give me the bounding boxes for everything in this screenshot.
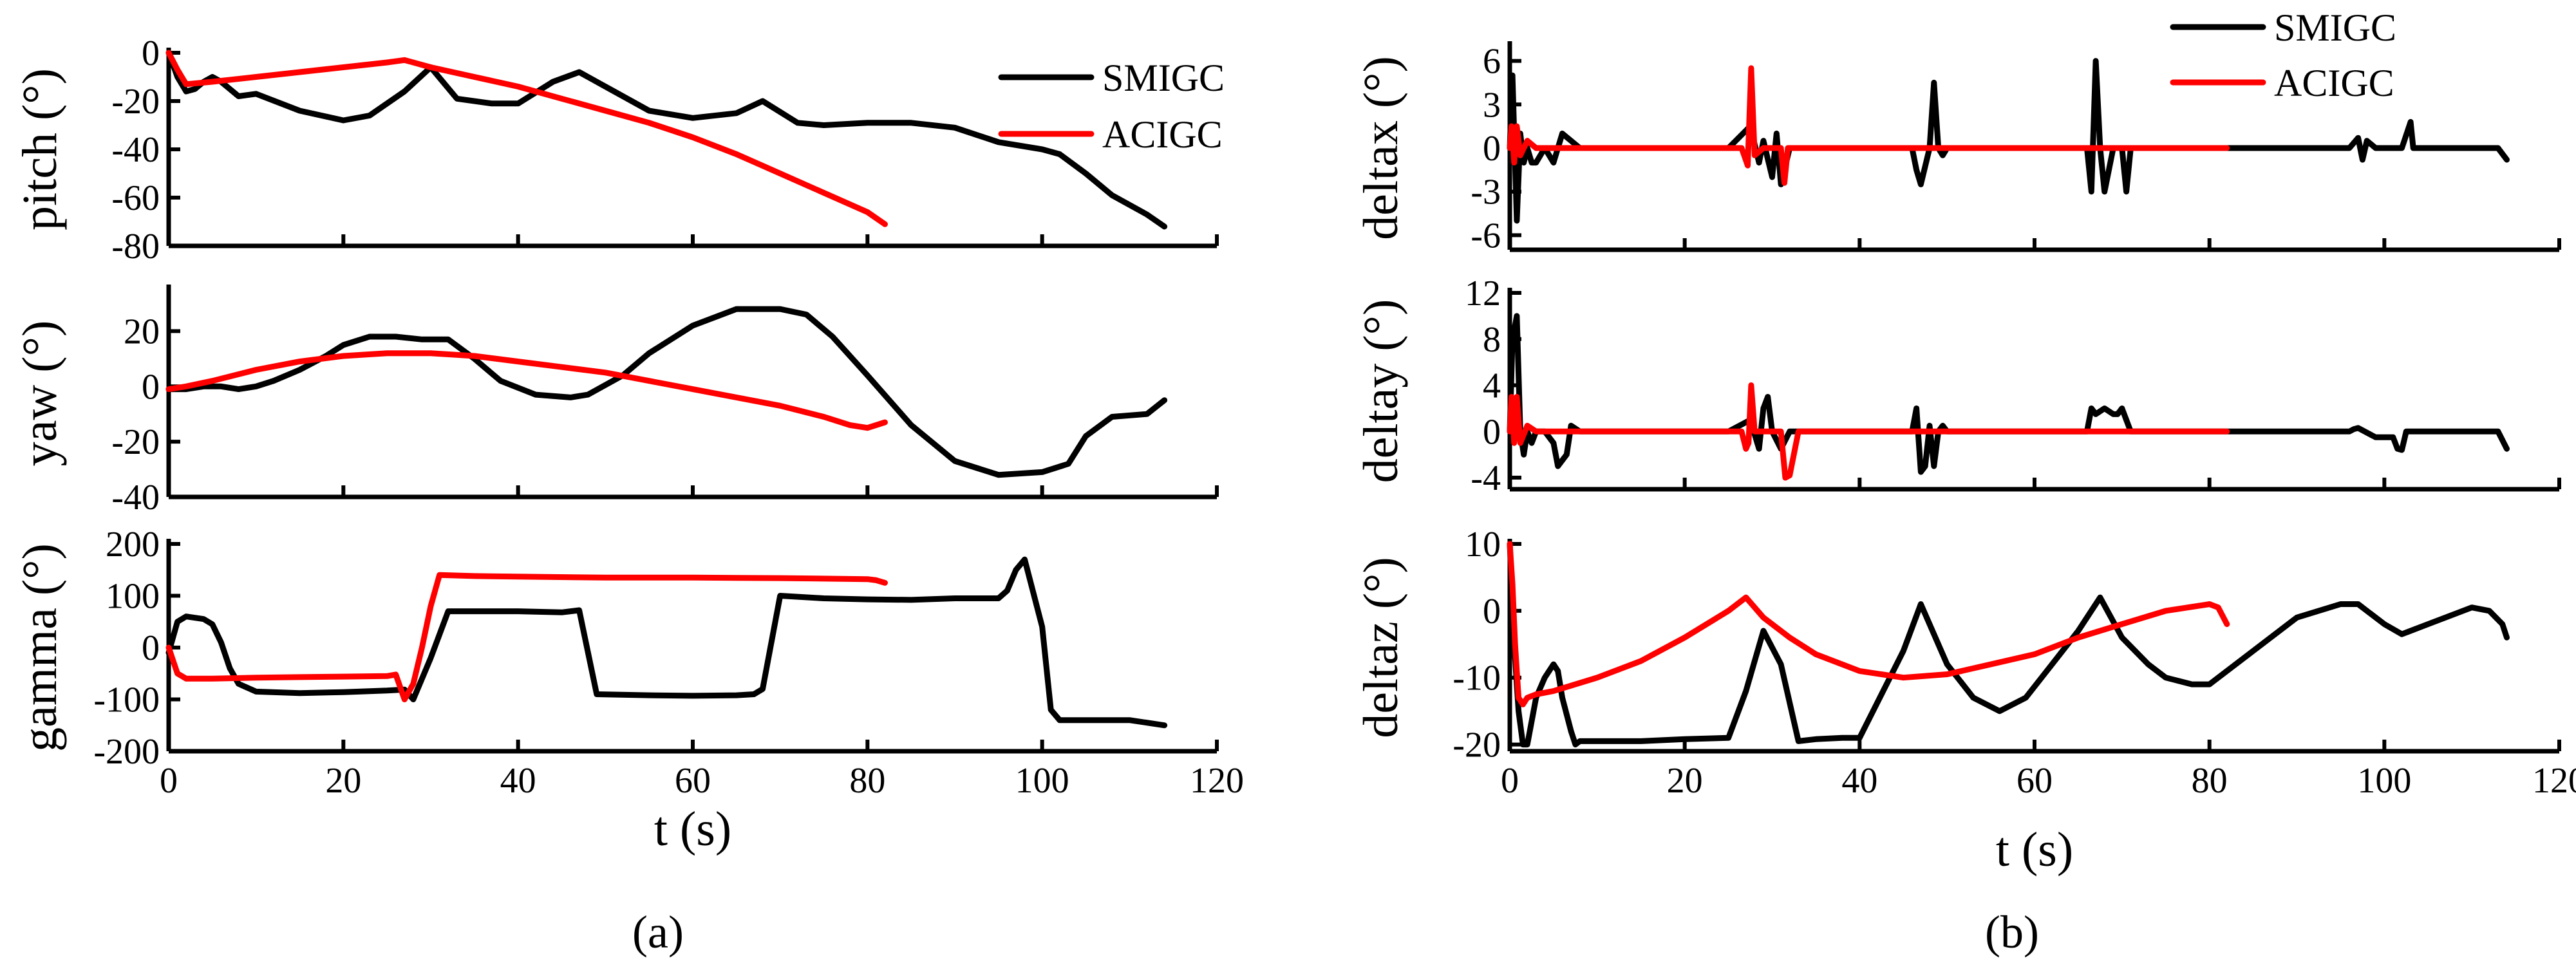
gamma-xtick-label: 100 xyxy=(1015,761,1069,801)
deltax-series-acigc xyxy=(1507,65,2230,186)
deltax-ytick-label: -6 xyxy=(1471,216,1501,256)
deltay-ytick-label: 8 xyxy=(1483,320,1501,360)
yaw-ytick-label: -40 xyxy=(111,478,160,518)
gamma-xtick-label: 20 xyxy=(325,761,361,801)
pitch-ytick-label: -60 xyxy=(111,178,160,218)
deltay-series-smigc xyxy=(1507,313,2510,475)
legend-a: SMIGC ACIGC xyxy=(998,57,1225,156)
legend-b-acigc-label: ACIGC xyxy=(2274,62,2394,104)
gamma-series-smigc xyxy=(165,556,1168,729)
deltaz-subplot: 100-10-20020406080100120deltaz (°)t (s) xyxy=(1354,525,2576,877)
deltaz-series-smigc xyxy=(1507,541,2510,748)
deltaz-xtick-label: 20 xyxy=(1667,761,1703,801)
gamma-xtick-label: 60 xyxy=(675,761,711,801)
deltaz-xlabel: t (s) xyxy=(1996,823,2073,877)
legend-a-smigc-label: SMIGC xyxy=(1102,57,1225,99)
pitch-ytick-label: -40 xyxy=(111,130,160,170)
deltax-subplot: 630 -3 -6 deltax (°) xyxy=(1354,41,2561,256)
deltay-ytick-label: 12 xyxy=(1465,274,1501,313)
deltay-ytick-label: 4 xyxy=(1483,366,1501,406)
gamma-xtick-label: 80 xyxy=(849,761,885,801)
gamma-xtick-label: 40 xyxy=(500,761,536,801)
deltaz-xtick-label: 80 xyxy=(2192,761,2228,801)
deltax-ytick-label: 6 xyxy=(1483,42,1501,82)
yaw-ytick-label: -20 xyxy=(111,422,160,462)
caption-b: (b) xyxy=(1985,906,2039,958)
deltaz-ytick-label: -20 xyxy=(1453,725,1501,765)
gamma-ytick-label: -100 xyxy=(93,680,160,720)
legend-b: SMIGC ACIGC xyxy=(2170,6,2396,104)
deltaz-ytick-label: 10 xyxy=(1465,525,1501,565)
deltax-ylabel: deltax (°) xyxy=(1354,56,1408,240)
gamma-ytick-label: -200 xyxy=(93,732,160,772)
deltax-ytick-label: 3 xyxy=(1483,85,1501,125)
pitch-ytick-label: 0 xyxy=(142,33,160,73)
deltay-ytick-label: -4 xyxy=(1471,458,1501,498)
yaw-ylabel: yaw (°) xyxy=(13,321,67,467)
gamma-ytick-label: 100 xyxy=(106,577,160,617)
yaw-series-smigc xyxy=(165,306,1168,478)
yaw-subplot: 20 0 -20 -40 yaw (°) xyxy=(13,285,1219,518)
gamma-ylabel: gamma (°) xyxy=(13,543,67,752)
yaw-ytick-label: 0 xyxy=(142,367,160,407)
deltaz-xtick-label: 100 xyxy=(2357,761,2411,801)
deltax-ytick-label: 0 xyxy=(1483,129,1501,169)
deltaz-ytick-label: 0 xyxy=(1483,592,1501,631)
deltay-series-acigc xyxy=(1507,382,2230,481)
deltaz-xtick-label: 60 xyxy=(2017,761,2053,801)
gamma-ytick-label: 0 xyxy=(142,628,160,668)
legend-a-acigc-label: ACIGC xyxy=(1102,113,1223,156)
deltaz-ytick-label: -10 xyxy=(1453,659,1501,698)
deltax-ytick-label: -3 xyxy=(1471,173,1501,212)
gamma-xlabel: t (s) xyxy=(654,802,731,856)
deltaz-xtick-label: 0 xyxy=(1501,761,1519,801)
deltaz-xtick-label: 40 xyxy=(1841,761,1877,801)
deltay-subplot: 12 8 4 0 -4 deltay (°) xyxy=(1354,274,2561,498)
deltaz-ylabel: deltaz (°) xyxy=(1354,557,1408,738)
gamma-series-acigc xyxy=(165,572,888,702)
deltaz-series-acigc xyxy=(1507,541,2230,707)
legend-b-smigc-label: SMIGC xyxy=(2274,6,2396,49)
pitch-ylabel: pitch (°) xyxy=(13,68,67,230)
gamma-xtick-label: 0 xyxy=(160,761,178,801)
gamma-ytick-label: 200 xyxy=(106,525,160,565)
deltay-ytick-label: 0 xyxy=(1483,412,1501,452)
deltay-ylabel: deltay (°) xyxy=(1354,299,1408,483)
caption-a: (a) xyxy=(632,906,684,958)
deltaz-xtick-label: 120 xyxy=(2532,761,2576,801)
pitch-subplot: 0 -20 -40 -60 -80 pitch (°) xyxy=(13,33,1219,266)
yaw-series-acigc xyxy=(165,350,888,431)
pitch-ytick-label: -20 xyxy=(111,82,160,122)
pitch-ytick-label: -80 xyxy=(111,227,160,266)
pitch-series-acigc xyxy=(165,50,888,227)
gamma-xtick-label: 120 xyxy=(1190,761,1244,801)
yaw-ytick-label: 20 xyxy=(124,312,160,351)
